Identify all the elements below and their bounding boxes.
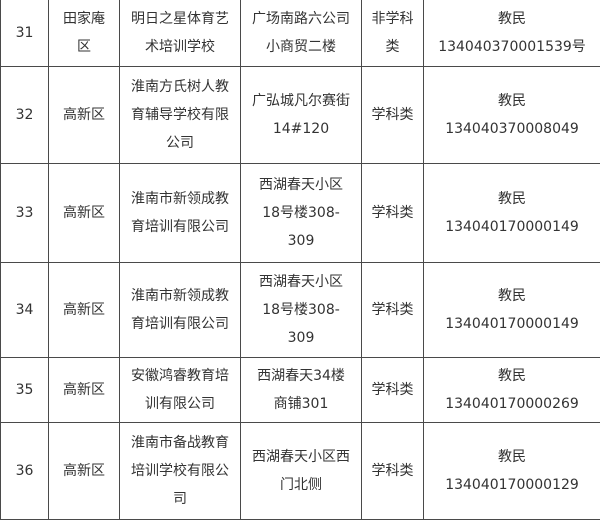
category-cell: 学科类 [361,422,424,520]
address-cell-line: 309 [287,330,315,346]
address-cell-line: 西湖春天小区 [259,177,343,193]
table-row: 33 高新区 淮南市新领成教 育培训有限公司 西湖春天小区 18号楼308- 309 学科类教… [0,163,600,263]
institution-name-cell-line: 育培训有限公司 [131,219,229,235]
license-cell-line: 134040170000149 [445,219,579,235]
address-cell-line: 18号楼308- [262,302,340,318]
address-cell: 西湖春天小区 18号楼308- 309 [240,163,362,263]
address-cell-line: 广场南路六公司 [252,11,350,27]
district-cell-line: 区 [77,39,91,55]
institution-name-cell: 明日之星体育艺 术培训学校 [119,0,241,67]
district-cell-line: 高新区 [63,302,105,318]
institution-name-cell-line: 育辅导学校有限 [131,107,229,123]
district-cell: 高新区 [48,357,120,423]
institution-name-cell-line: 淮南市新领成教 [131,191,229,207]
address-cell: 西湖春天小区 18号楼308- 309 [240,262,362,358]
institution-name-cell: 淮南市新领成教 育培训有限公司 [119,163,241,263]
license-cell: 教民 134040170000149 [423,163,600,263]
institution-name-cell-line: 淮南方氏树人教 [131,79,229,95]
category-cell: 学科类 [361,66,424,164]
district-cell-line: 高新区 [63,205,105,221]
district-cell-line: 田家庵 [63,11,105,27]
institution-name-cell-line: 安徽鸿睿教育培 [131,368,229,384]
category-cell-line: 学科类 [371,382,414,398]
license-cell: 教民 134040170000269 [423,357,600,423]
address-cell-line: 门北侧 [280,477,322,493]
category-cell-line: 学科类 [371,463,414,479]
license-cell: 教民 134040170000129 [423,422,600,520]
row-number: 32 [0,66,49,164]
table-row: 32 高新区 淮南方氏树人教 育辅导学校有限 公司 广弘城凡尔赛街 14#120 学科类 教民 1… [0,66,600,164]
license-cell-line: 教民 [498,93,526,109]
table-row: 34 高新区 淮南市新领成教 育培训有限公司 西湖春天小区 18号楼308- 309 学科类教… [0,262,600,358]
institution-name-cell-line: 司 [173,491,187,507]
district-cell-line: 高新区 [63,107,105,123]
district-cell-line: 高新区 [63,382,105,398]
license-cell-line: 134040370008049 [445,121,579,137]
license-cell-line: 教民 [498,288,526,304]
table-row: 35 高新区 安徽鸿睿教育培 训有限公司 西湖春天34楼 商铺301 学科类 教民 134040… [0,357,600,423]
category-cell-line: 非学科 [371,11,414,27]
address-cell: 广弘城凡尔赛街 14#120 [240,66,362,164]
license-cell-line: 教民 [498,449,526,465]
institution-name-cell: 淮南方氏树人教 育辅导学校有限 公司 [119,66,241,164]
institution-name-cell: 淮南市备战教育 培训学校有限公司 [119,422,241,520]
institution-name-cell: 淮南市新领成教 育培训有限公司 [119,262,241,358]
row-number: 36 [0,422,49,520]
institution-name-cell-line: 明日之星体育艺 [131,11,229,27]
license-cell: 教民 134040170000149 [423,262,600,358]
address-cell-line: 14#120 [272,121,330,137]
district-cell: 高新区 [48,163,120,263]
license-cell-line: 教民 [498,368,526,384]
row-number: 34 [0,262,49,358]
district-cell: 高新区 [48,262,120,358]
district-cell: 田家庵区 [48,0,120,67]
institution-name-cell-line: 公司 [166,135,194,151]
category-cell: 非学科类 [361,0,424,67]
row-number: 33 [0,163,49,263]
category-cell: 学科类 [361,357,424,423]
address-cell-line: 18号楼308- [262,205,340,221]
license-cell-line: 教民 [498,11,526,27]
address-cell: 西湖春天小区西 门北侧 [240,422,362,520]
institution-name-cell-line: 育培训有限公司 [131,316,229,332]
license-cell-line: 134040170000269 [445,396,579,412]
license-cell: 教民 134040370001539号 [423,0,600,67]
institution-name-cell-line: 淮南市备战教育 [131,435,229,451]
district-cell: 高新区 [48,422,120,520]
address-cell-line: 小商贸二楼 [266,39,336,55]
address-cell-line: 西湖春天小区 [259,274,343,290]
district-cell: 高新区 [48,66,120,164]
district-cell-line: 高新区 [63,463,105,479]
address-cell-line: 西湖春天34楼 [257,368,345,384]
address-cell: 广场南路六公司 小商贸二楼 [240,0,362,67]
category-cell-line: 学科类 [371,302,414,318]
table-row: 31 田家庵区明日之星体育艺 术培训学校 广场南路六公司 小商贸二楼 非学科类教民 1340… [0,0,600,67]
category-cell: 学科类 [361,262,424,358]
row-number: 31 [0,0,49,67]
license-cell-line: 教民 [498,191,526,207]
category-cell-line: 类 [385,39,400,55]
address-cell-line: 309 [287,233,315,249]
institution-name-cell: 安徽鸿睿教育培 训有限公司 [119,357,241,423]
institution-name-cell-line: 培训学校有限公 [131,463,229,479]
institution-name-cell-line: 训有限公司 [145,396,215,412]
category-cell-line: 学科类 [371,107,414,123]
license-cell-line: 134040170000129 [445,477,579,493]
institution-name-cell-line: 术培训学校 [145,39,215,55]
category-cell-line: 学科类 [371,205,414,221]
row-number: 35 [0,357,49,423]
license-cell-line: 134040370001539号 [438,39,586,55]
license-cell: 教民 134040370008049 [423,66,600,164]
category-cell: 学科类 [361,163,424,263]
institution-name-cell-line: 淮南市新领成教 [131,288,229,304]
address-cell-line: 广弘城凡尔赛街 [252,93,350,109]
table-row: 36 高新区 淮南市备战教育 培训学校有限公司西湖春天小区西 门北侧 学科类 教民 13404… [0,422,600,520]
license-cell-line: 134040170000149 [445,316,579,332]
address-cell-line: 商铺301 [273,396,329,412]
address-cell-line: 西湖春天小区西 [252,449,350,465]
address-cell: 西湖春天34楼 商铺301 [240,357,362,423]
